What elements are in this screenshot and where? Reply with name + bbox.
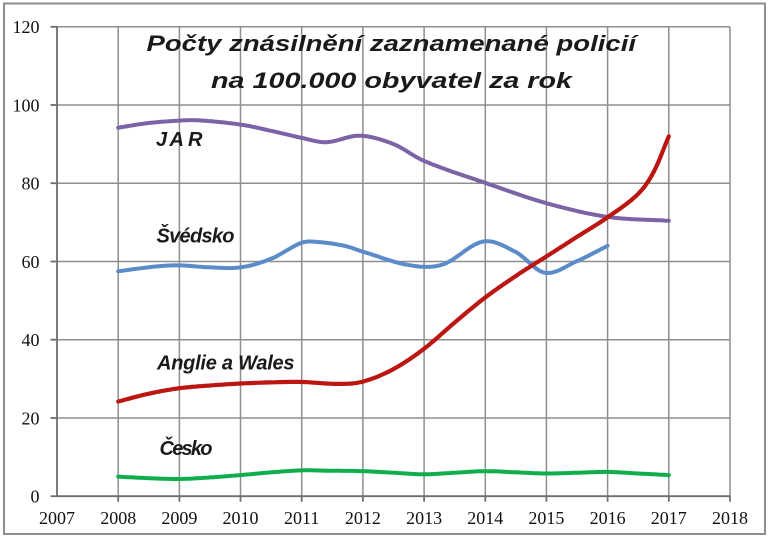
svg-text:20: 20 [22,408,40,428]
svg-text:2013: 2013 [406,508,442,528]
svg-text:Švédsko: Švédsko [157,224,235,248]
svg-text:2018: 2018 [712,508,748,528]
svg-text:J: J [156,129,168,151]
svg-text:R: R [188,129,203,151]
svg-text:120: 120 [13,17,40,37]
svg-text:40: 40 [22,330,40,350]
svg-text:0: 0 [31,487,40,507]
svg-text:2011: 2011 [284,508,319,528]
svg-text:2009: 2009 [161,508,197,528]
svg-text:Počty znásilnění zaznamenané p: Počty znásilnění zaznamenané policií [147,31,640,56]
svg-text:60: 60 [22,252,40,272]
svg-text:100: 100 [13,95,40,115]
svg-text:80: 80 [22,174,40,194]
svg-text:2008: 2008 [100,508,136,528]
svg-text:2016: 2016 [590,508,626,528]
svg-text:2017: 2017 [651,508,687,528]
svg-text:Anglie a Wales: Anglie a Wales [156,353,295,375]
svg-text:2015: 2015 [528,508,564,528]
svg-text:2010: 2010 [223,508,259,528]
svg-text:Česko: Česko [160,436,213,460]
svg-text:2012: 2012 [345,508,381,528]
svg-text:2007: 2007 [39,508,75,528]
svg-text:A: A [169,129,184,151]
svg-text:2014: 2014 [467,508,503,528]
svg-text:na 100.000 obyvatel za rok: na 100.000 obyvatel za rok [211,68,574,93]
